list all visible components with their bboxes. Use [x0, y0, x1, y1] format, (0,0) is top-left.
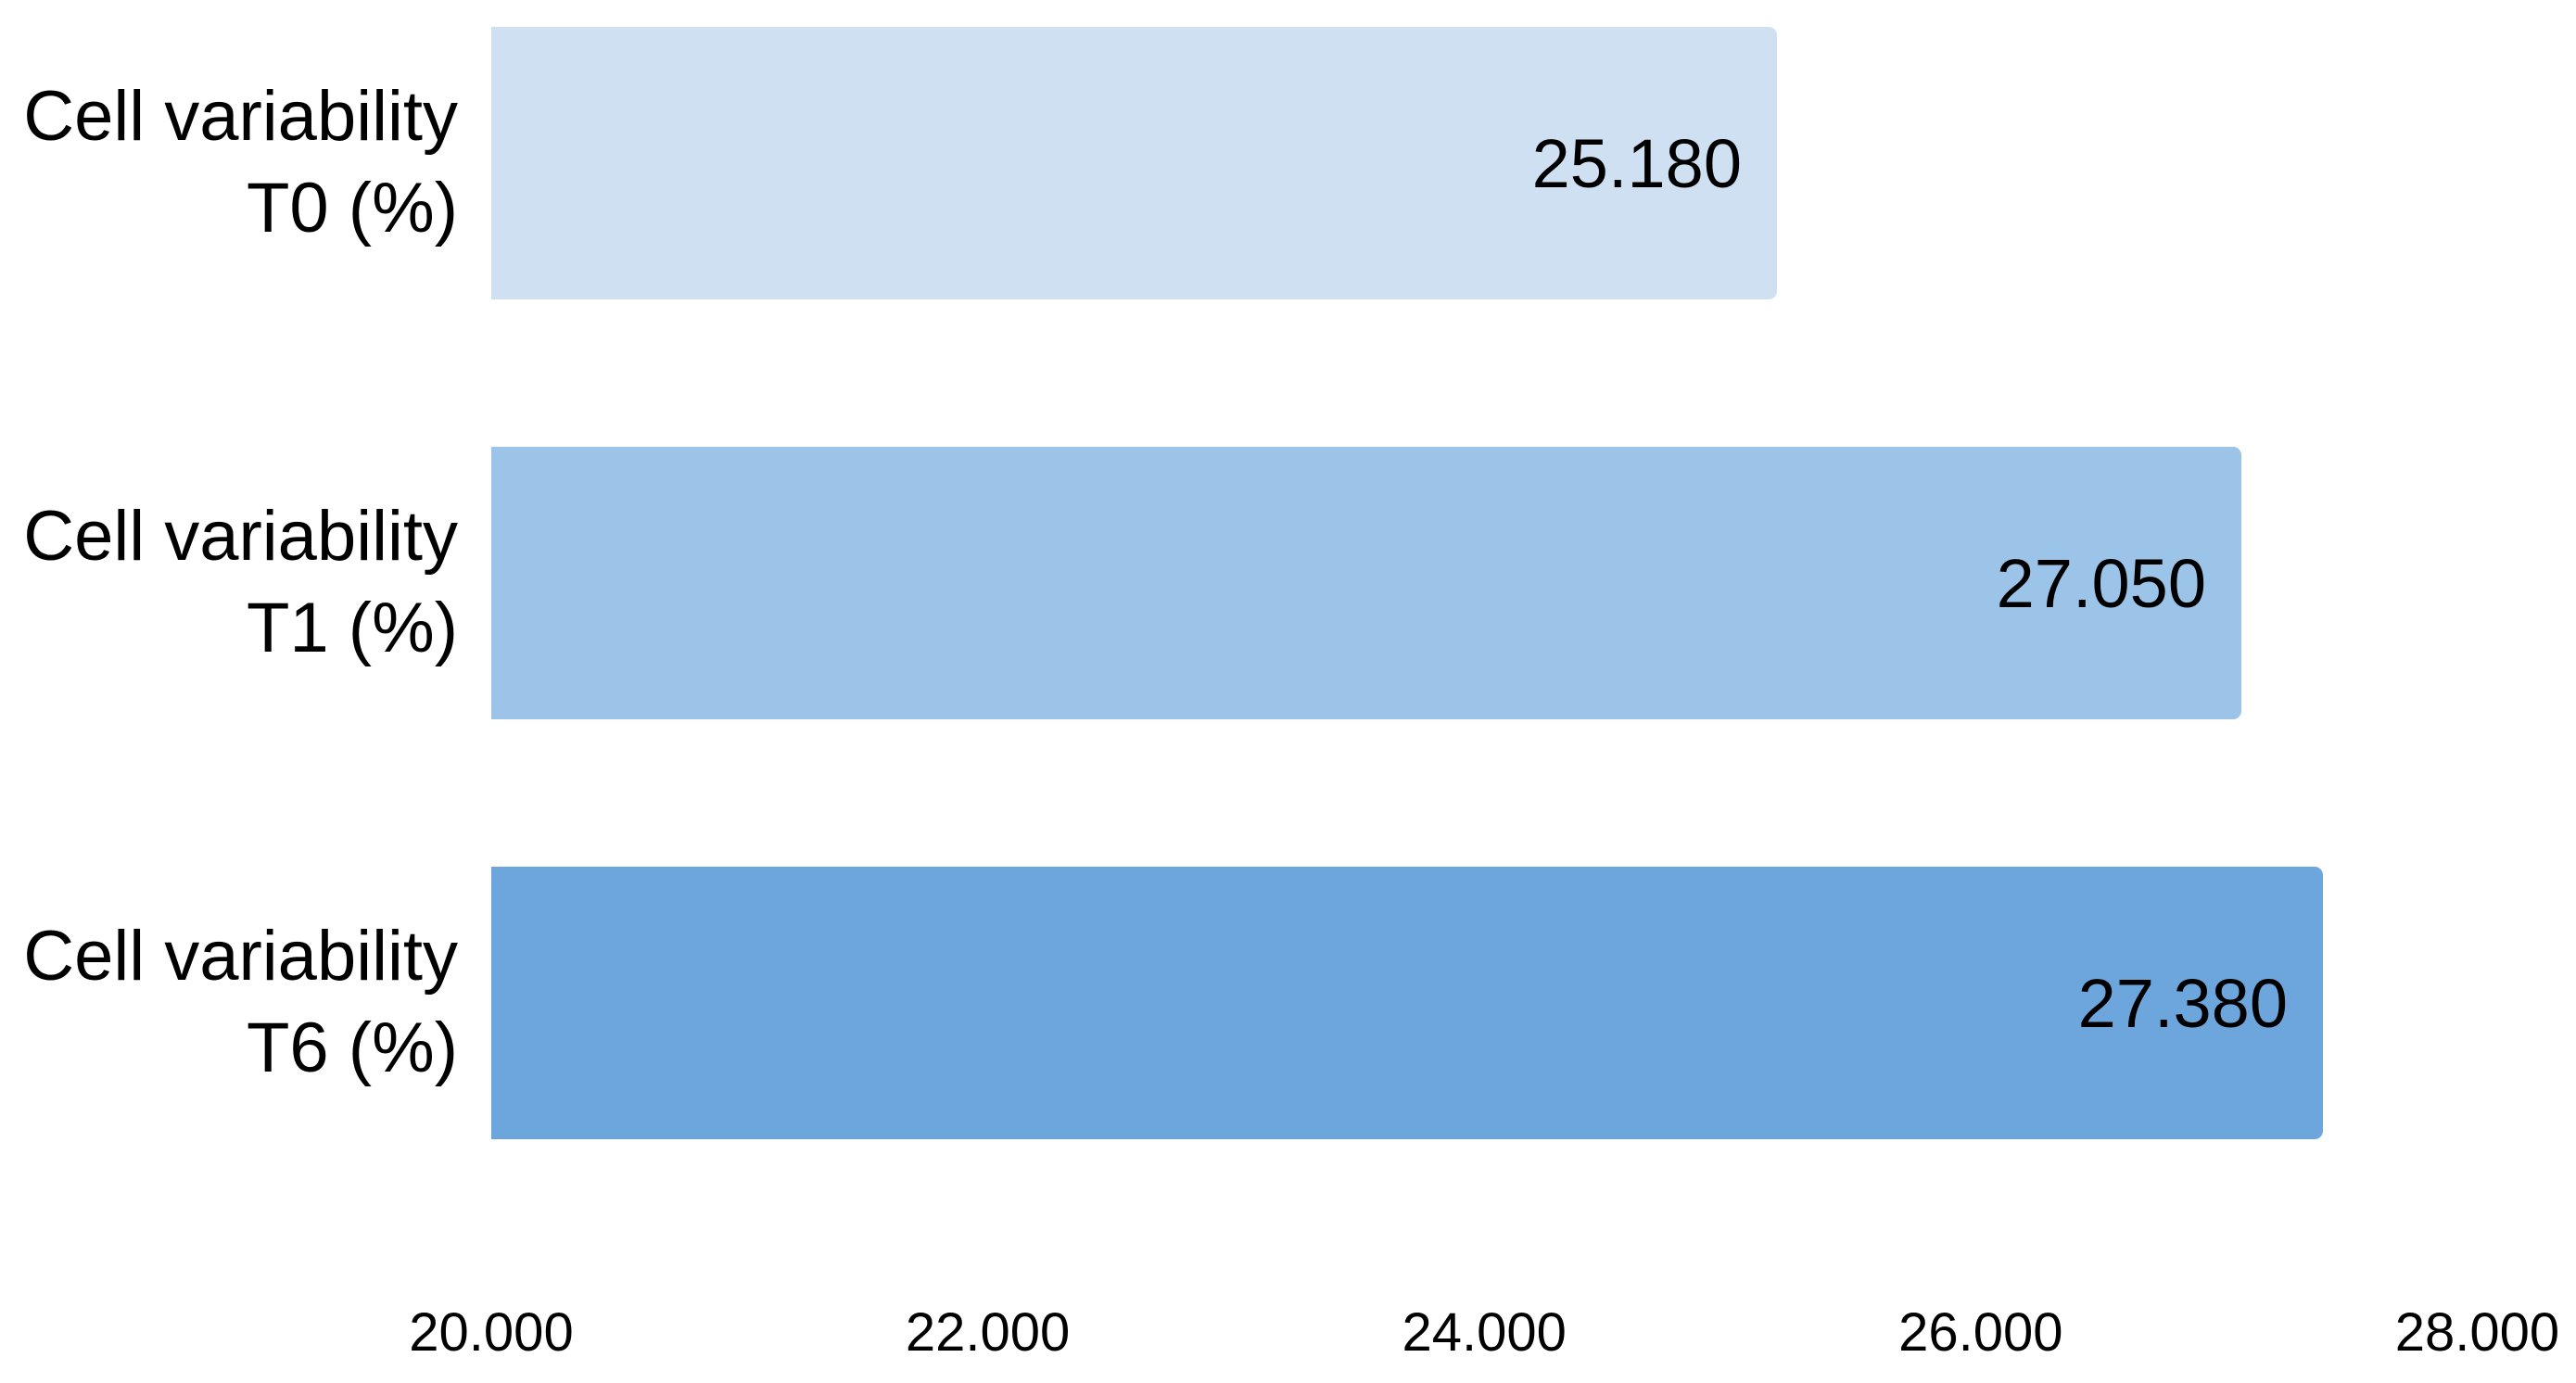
category-label-line1: Cell variability	[23, 77, 458, 157]
category-label-line2: T6 (%)	[247, 1009, 458, 1087]
x-axis-tick-label: 24.000	[1402, 1302, 1567, 1363]
category-label-line2: T1 (%)	[247, 589, 458, 667]
category-label: Cell variability T0 (%)	[0, 27, 458, 299]
category-label-line1: Cell variability	[23, 917, 458, 996]
category-label-line2: T0 (%)	[247, 169, 458, 247]
bar-value-label: 27.380	[2077, 964, 2288, 1042]
x-axis-tick-label: 26.000	[1898, 1302, 2063, 1363]
bar: 25.180	[491, 27, 1777, 299]
bar: 27.380	[491, 867, 2323, 1139]
category-label-line1: Cell variability	[23, 497, 458, 577]
bar-value-label: 27.050	[1996, 544, 2206, 622]
category-label: Cell variability T6 (%)	[0, 867, 458, 1139]
x-axis-tick-label: 20.000	[409, 1302, 574, 1363]
bar-value-label: 25.180	[1531, 124, 1742, 202]
bar: 27.050	[491, 447, 2241, 719]
x-axis-tick-label: 22.000	[905, 1302, 1071, 1363]
category-label: Cell variability T1 (%)	[0, 447, 458, 719]
x-axis-tick-label: 28.000	[2394, 1302, 2560, 1363]
